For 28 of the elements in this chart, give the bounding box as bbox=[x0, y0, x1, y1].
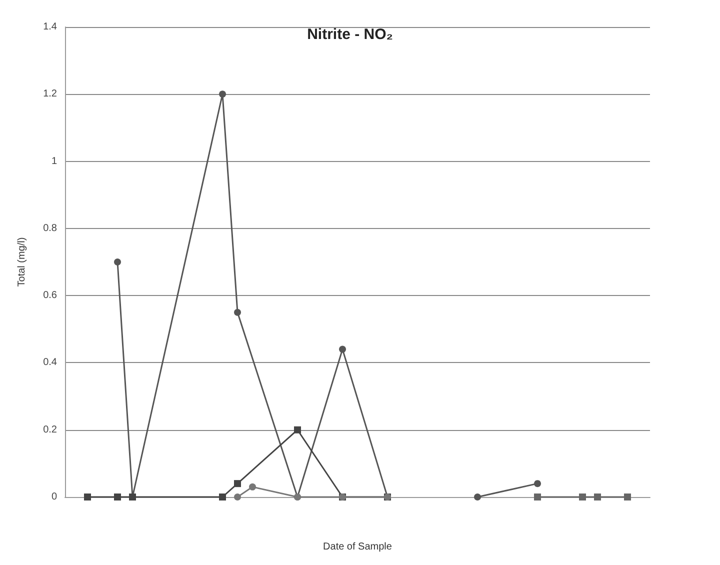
point bbox=[234, 480, 241, 488]
point bbox=[84, 494, 91, 500]
point bbox=[234, 308, 241, 316]
point bbox=[339, 346, 346, 353]
y-tick-label: 0.2 bbox=[43, 424, 58, 436]
point bbox=[114, 494, 121, 500]
x-axis-title: Date of Sample bbox=[323, 542, 392, 552]
point bbox=[219, 90, 226, 98]
point bbox=[534, 494, 541, 500]
y-tick-label: 0.8 bbox=[43, 222, 58, 234]
point bbox=[579, 494, 586, 500]
point bbox=[624, 494, 631, 500]
point bbox=[234, 494, 241, 500]
point bbox=[474, 494, 481, 500]
y-tick-label: 1.4 bbox=[43, 22, 58, 32]
y-axis-title: Total (mg/l) bbox=[16, 237, 28, 287]
y-tick-label: 1 bbox=[51, 156, 58, 167]
y-tick-label: 0.6 bbox=[43, 290, 58, 302]
chart-title: Nitrite - NO₂ bbox=[307, 26, 393, 43]
point bbox=[249, 483, 256, 490]
point bbox=[114, 258, 121, 266]
point bbox=[594, 494, 601, 500]
point bbox=[294, 426, 301, 434]
point bbox=[534, 480, 541, 488]
y-tick-label: 0.4 bbox=[43, 357, 58, 368]
point bbox=[219, 494, 226, 500]
y-tick-label: 0 bbox=[51, 492, 58, 502]
y-tick-label: 1.2 bbox=[43, 88, 58, 100]
